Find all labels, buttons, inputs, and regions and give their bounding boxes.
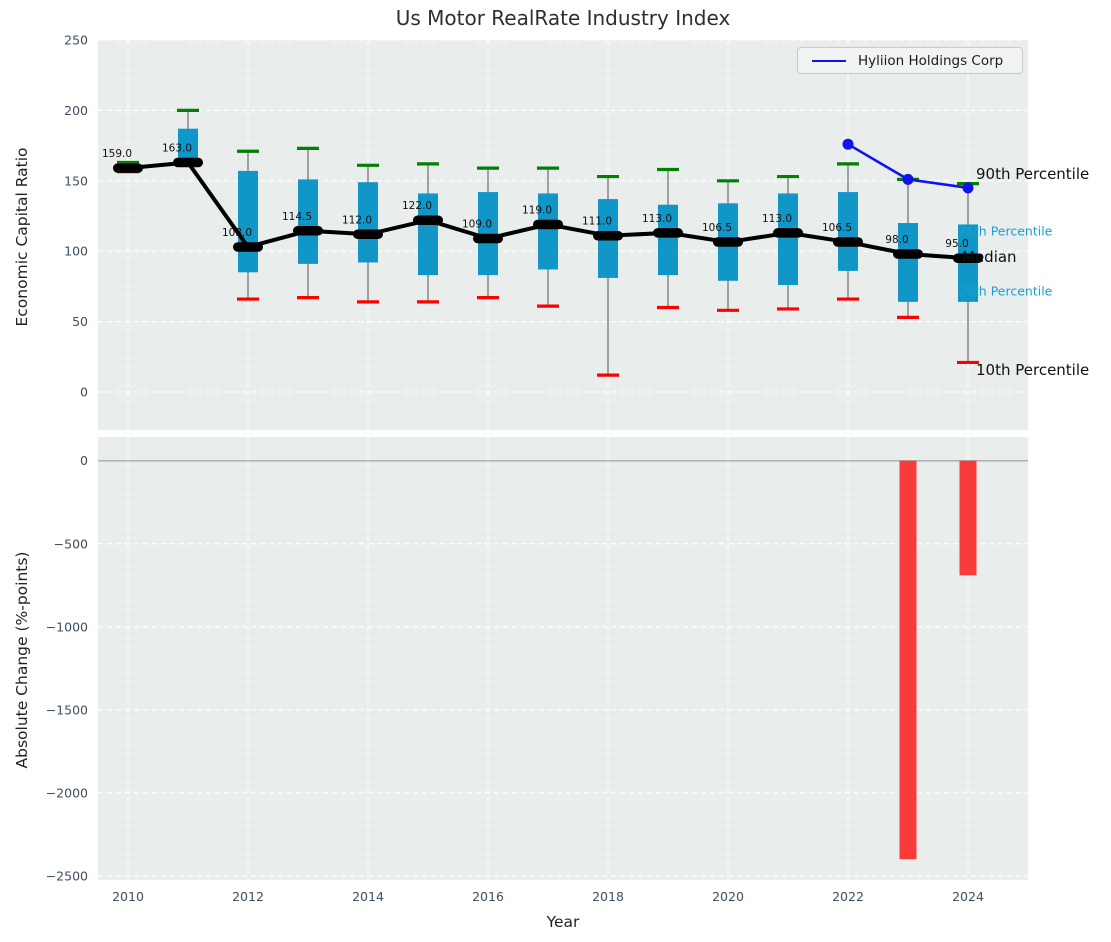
legend-line-sample bbox=[812, 59, 846, 62]
median-value-label-2015: 122.0 bbox=[402, 200, 432, 212]
x-tick-2020: 2020 bbox=[712, 889, 744, 904]
x-axis-label: Year bbox=[546, 913, 580, 931]
iqr-box-2013 bbox=[298, 179, 318, 264]
median-marker-2020 bbox=[713, 237, 743, 247]
iqr-box-2012 bbox=[238, 170, 258, 273]
change-bar-2023 bbox=[899, 460, 917, 860]
top-y-tick-250: 250 bbox=[64, 33, 88, 48]
iqr-box-2017 bbox=[538, 193, 558, 270]
x-tick-2018: 2018 bbox=[592, 889, 624, 904]
median-marker-2014 bbox=[353, 229, 383, 240]
bottom-y-tick--2000: −2000 bbox=[46, 785, 88, 800]
annotation-90th-percentile: 90th Percentile bbox=[976, 165, 1090, 183]
x-tick-2014: 2014 bbox=[352, 889, 384, 904]
median-value-label-2012: 103.0 bbox=[222, 227, 252, 239]
annotation-25th-percentile: 25th Percentile bbox=[958, 283, 1053, 299]
bottom-y-tick--1500: −1500 bbox=[46, 702, 88, 717]
x-tick-2012: 2012 bbox=[232, 889, 264, 904]
median-marker-2013 bbox=[293, 226, 323, 236]
x-tick-2010: 2010 bbox=[112, 889, 144, 904]
company-point-2024 bbox=[962, 182, 974, 194]
median-value-label-2014: 112.0 bbox=[342, 214, 372, 226]
median-value-label-2011: 163.0 bbox=[162, 142, 192, 154]
company-point-2023 bbox=[902, 173, 914, 185]
bottom-y-axis-label: Absolute Change (%-points) bbox=[13, 551, 31, 769]
median-marker-2024 bbox=[953, 253, 983, 263]
median-value-label-2017: 119.0 bbox=[522, 204, 552, 216]
median-marker-2016 bbox=[473, 233, 503, 244]
legend: Hyliion Holdings Corp bbox=[797, 47, 1023, 74]
median-marker-2015 bbox=[413, 215, 443, 225]
median-marker-2023 bbox=[893, 249, 923, 259]
x-tick-2024: 2024 bbox=[952, 889, 984, 904]
median-marker-2018 bbox=[593, 230, 623, 241]
median-marker-2019 bbox=[653, 228, 683, 238]
median-value-label-2022: 106.5 bbox=[822, 222, 852, 234]
bottom-y-tick--500: −500 bbox=[54, 536, 88, 551]
chart-title: Us Motor RealRate Industry Index bbox=[395, 6, 731, 30]
x-tick-2016: 2016 bbox=[472, 889, 504, 904]
median-value-label-2013: 114.5 bbox=[282, 211, 312, 223]
annotation-median: Median bbox=[962, 248, 1017, 266]
top-y-axis-label: Economic Capital Ratio bbox=[13, 147, 31, 327]
iqr-box-2019 bbox=[658, 204, 678, 276]
iqr-box-2014 bbox=[358, 182, 378, 263]
top-y-tick-150: 150 bbox=[64, 173, 88, 188]
median-marker-2012 bbox=[233, 242, 263, 252]
top-y-tick-0: 0 bbox=[80, 384, 88, 399]
top-y-tick-200: 200 bbox=[64, 103, 88, 118]
median-marker-2021 bbox=[773, 228, 803, 238]
median-value-label-2016: 109.0 bbox=[462, 219, 492, 231]
bottom-y-tick--2500: −2500 bbox=[46, 868, 88, 883]
annotation-75th-percentile: 75th Percentile bbox=[958, 223, 1053, 239]
company-point-2022 bbox=[842, 138, 854, 150]
iqr-box-2023 bbox=[898, 223, 918, 302]
top-y-tick-100: 100 bbox=[64, 244, 88, 259]
iqr-box-2011 bbox=[178, 128, 198, 167]
median-value-label-2010: 159.0 bbox=[102, 148, 132, 160]
median-value-label-2023: 98.0 bbox=[885, 234, 908, 246]
median-marker-2010 bbox=[113, 163, 143, 173]
annotation-10th-percentile: 10th Percentile bbox=[976, 361, 1090, 379]
iqr-box-2016 bbox=[478, 192, 498, 276]
median-value-label-2021: 113.0 bbox=[762, 213, 792, 225]
x-tick-2022: 2022 bbox=[832, 889, 864, 904]
top-y-tick-50: 50 bbox=[72, 314, 88, 329]
median-marker-2017 bbox=[533, 219, 563, 230]
median-marker-2022 bbox=[833, 237, 863, 247]
bottom-y-tick--1000: −1000 bbox=[46, 619, 88, 634]
iqr-box-2015 bbox=[418, 193, 438, 276]
median-marker-2011 bbox=[173, 157, 203, 168]
median-value-label-2018: 111.0 bbox=[582, 216, 612, 228]
iqr-box-2024 bbox=[958, 224, 978, 302]
bottom-y-tick-0: 0 bbox=[80, 453, 88, 468]
median-value-label-2020: 106.5 bbox=[702, 222, 732, 234]
bottom-plot-background bbox=[98, 437, 1028, 880]
iqr-box-2021 bbox=[778, 193, 798, 285]
legend-label: Hyliion Holdings Corp bbox=[858, 52, 1004, 69]
change-bar-2024 bbox=[959, 460, 977, 576]
median-value-label-2019: 113.0 bbox=[642, 213, 672, 225]
iqr-box-2022 bbox=[838, 192, 858, 271]
median-value-label-2024: 95.0 bbox=[945, 238, 968, 250]
